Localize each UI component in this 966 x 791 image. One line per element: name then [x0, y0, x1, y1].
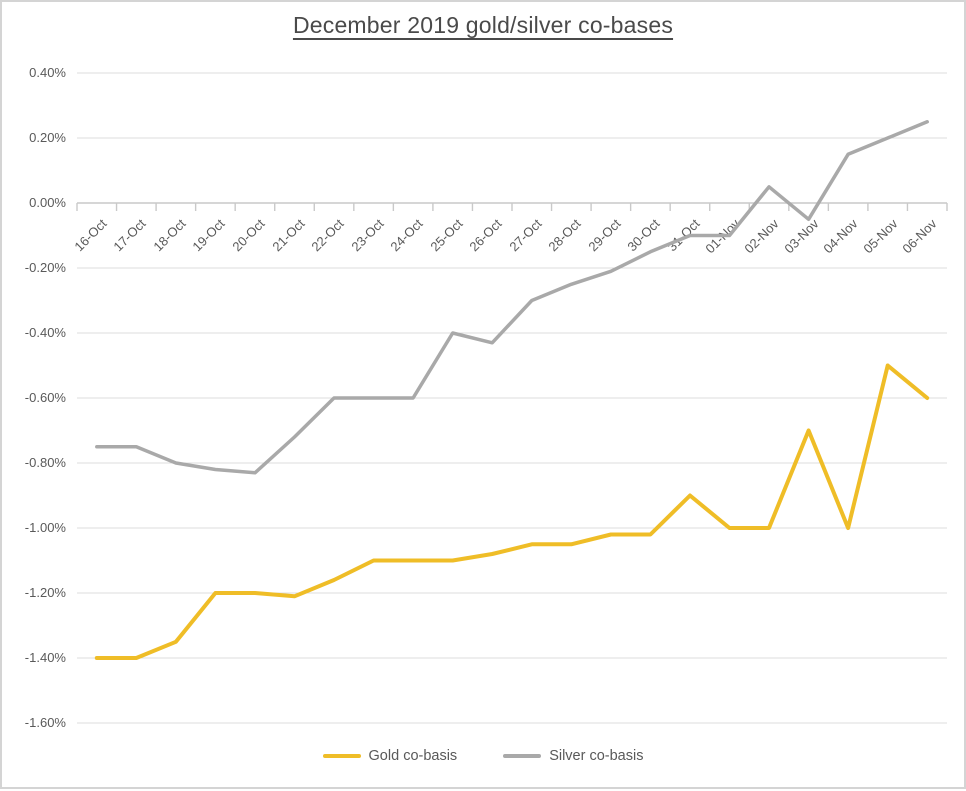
x-tick-label: 17-Oct — [110, 216, 149, 255]
x-tick-label: 01-Nov — [701, 216, 743, 257]
x-tick-label: 20-Oct — [229, 216, 268, 255]
x-tick-label: 23-Oct — [347, 216, 387, 255]
x-tick-label: 26-Oct — [466, 216, 505, 255]
gold-co-basis-line — [94, 363, 930, 660]
legend-item-silver-co-basis: Silver co-basis — [503, 748, 643, 764]
x-tick-label: 02-Nov — [741, 216, 782, 257]
x-tick-label: 05-Nov — [860, 216, 901, 257]
x-tick-label: 16-Oct — [71, 216, 110, 255]
legend-label: Silver co-basis — [549, 748, 644, 764]
legend: Gold co-basis Silver co-basis — [2, 748, 964, 764]
x-tick-label: 04-Nov — [820, 216, 861, 257]
legend-line-swatch — [503, 754, 542, 758]
x-tick-label: 06-Nov — [899, 216, 940, 257]
silver-co-basis-line — [95, 120, 929, 475]
y-tick-label: 0.40% — [29, 65, 66, 80]
y-tick-label: -1.60% — [24, 715, 66, 730]
y-tick-label: -0.80% — [24, 455, 66, 470]
y-tick-label: 0.00% — [29, 195, 66, 210]
y-tick-label: 0.20% — [29, 130, 66, 145]
y-tick-label: -1.40% — [24, 650, 66, 665]
x-tick-label: 18-Oct — [150, 216, 189, 255]
y-tick-label: -0.20% — [24, 260, 66, 275]
y-tick-label: -0.40% — [24, 325, 66, 340]
x-tick-label: 24-Oct — [387, 216, 426, 255]
legend-line-swatch — [322, 754, 361, 758]
legend-item-gold-co-basis: Gold co-basis — [322, 748, 458, 764]
x-tick-label: 21-Oct — [268, 216, 308, 255]
x-tick-label: 31-Oct — [664, 216, 703, 255]
chart-title: December 2019 gold/silver co-bases — [292, 12, 674, 38]
legend-label: Gold co-basis — [368, 748, 458, 764]
x-tick-label: 25-Oct — [427, 216, 466, 255]
x-tick-label: 19-Oct — [189, 216, 229, 255]
x-tick-label: 28-Oct — [545, 216, 584, 255]
x-tick-label: 30-Oct — [624, 216, 664, 255]
y-tick-label: -1.00% — [24, 520, 66, 535]
y-tick-label: -0.60% — [24, 390, 66, 405]
x-tick-label: 22-Oct — [308, 216, 347, 255]
y-tick-label: -1.20% — [24, 585, 66, 600]
x-tick-label: 29-Oct — [585, 216, 624, 255]
x-tick-label: 27-Oct — [506, 216, 545, 255]
x-tick-label: 03-Nov — [780, 216, 822, 257]
